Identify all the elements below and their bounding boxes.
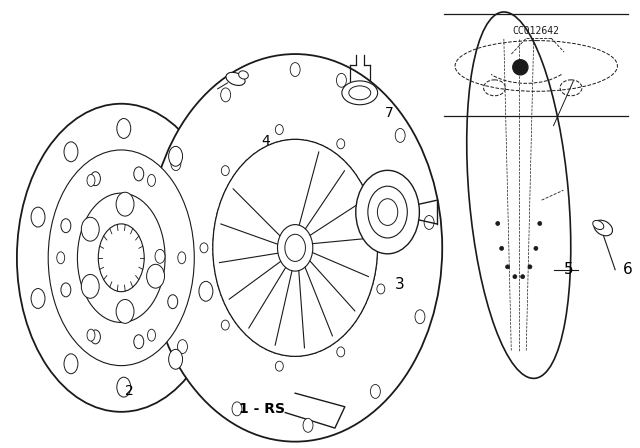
- Ellipse shape: [337, 73, 346, 87]
- Ellipse shape: [337, 347, 345, 357]
- Ellipse shape: [368, 186, 407, 238]
- Ellipse shape: [134, 335, 144, 349]
- Ellipse shape: [534, 246, 538, 250]
- Ellipse shape: [116, 192, 134, 216]
- Ellipse shape: [200, 243, 208, 253]
- Ellipse shape: [278, 224, 313, 271]
- Ellipse shape: [239, 71, 248, 79]
- Ellipse shape: [506, 265, 509, 269]
- Ellipse shape: [48, 150, 195, 366]
- Ellipse shape: [513, 275, 517, 279]
- Text: 4: 4: [261, 134, 269, 147]
- Ellipse shape: [303, 418, 313, 432]
- Ellipse shape: [81, 217, 99, 241]
- Ellipse shape: [275, 125, 284, 134]
- Ellipse shape: [178, 252, 186, 264]
- Ellipse shape: [528, 265, 532, 269]
- Ellipse shape: [538, 221, 541, 225]
- Ellipse shape: [116, 299, 134, 323]
- Ellipse shape: [148, 174, 156, 186]
- Ellipse shape: [415, 310, 425, 324]
- Ellipse shape: [290, 63, 300, 77]
- Ellipse shape: [87, 174, 95, 186]
- Ellipse shape: [90, 330, 100, 344]
- Ellipse shape: [148, 329, 156, 341]
- Text: CC012642: CC012642: [513, 26, 560, 36]
- Ellipse shape: [57, 252, 65, 264]
- Ellipse shape: [17, 104, 225, 412]
- Ellipse shape: [31, 289, 45, 308]
- Ellipse shape: [134, 167, 144, 181]
- Text: 6: 6: [623, 262, 633, 277]
- Ellipse shape: [221, 88, 230, 102]
- Ellipse shape: [377, 202, 385, 212]
- Ellipse shape: [31, 207, 45, 227]
- Ellipse shape: [232, 402, 242, 416]
- Ellipse shape: [467, 12, 571, 379]
- Ellipse shape: [594, 220, 612, 236]
- Ellipse shape: [396, 129, 405, 142]
- Ellipse shape: [61, 219, 71, 233]
- Ellipse shape: [221, 166, 229, 176]
- Ellipse shape: [117, 119, 131, 138]
- Ellipse shape: [169, 146, 182, 166]
- Ellipse shape: [424, 215, 434, 229]
- Ellipse shape: [177, 340, 188, 353]
- Ellipse shape: [500, 246, 504, 250]
- Ellipse shape: [77, 193, 165, 323]
- Ellipse shape: [64, 354, 78, 374]
- Ellipse shape: [377, 284, 385, 294]
- Ellipse shape: [212, 139, 378, 356]
- Circle shape: [513, 60, 528, 75]
- Ellipse shape: [90, 172, 100, 185]
- Ellipse shape: [81, 275, 99, 298]
- Ellipse shape: [168, 295, 178, 309]
- Ellipse shape: [117, 377, 131, 397]
- Ellipse shape: [371, 384, 380, 398]
- Text: 5: 5: [564, 262, 573, 277]
- Ellipse shape: [61, 283, 71, 297]
- Ellipse shape: [148, 54, 442, 442]
- Text: 3: 3: [395, 277, 404, 292]
- Ellipse shape: [337, 139, 345, 149]
- Ellipse shape: [342, 81, 378, 105]
- Ellipse shape: [171, 157, 181, 171]
- Ellipse shape: [155, 250, 165, 263]
- Ellipse shape: [226, 72, 245, 86]
- Ellipse shape: [169, 349, 182, 369]
- Ellipse shape: [199, 281, 213, 301]
- Ellipse shape: [64, 142, 78, 162]
- Ellipse shape: [593, 220, 604, 229]
- Text: 1 - RS: 1 - RS: [239, 402, 285, 416]
- Ellipse shape: [349, 86, 371, 100]
- Ellipse shape: [356, 170, 419, 254]
- Ellipse shape: [521, 275, 525, 279]
- Text: 2: 2: [125, 384, 134, 398]
- Ellipse shape: [496, 221, 500, 225]
- Ellipse shape: [87, 329, 95, 341]
- Ellipse shape: [275, 361, 284, 371]
- Text: 7: 7: [385, 106, 394, 120]
- Ellipse shape: [147, 264, 164, 288]
- Ellipse shape: [221, 320, 229, 330]
